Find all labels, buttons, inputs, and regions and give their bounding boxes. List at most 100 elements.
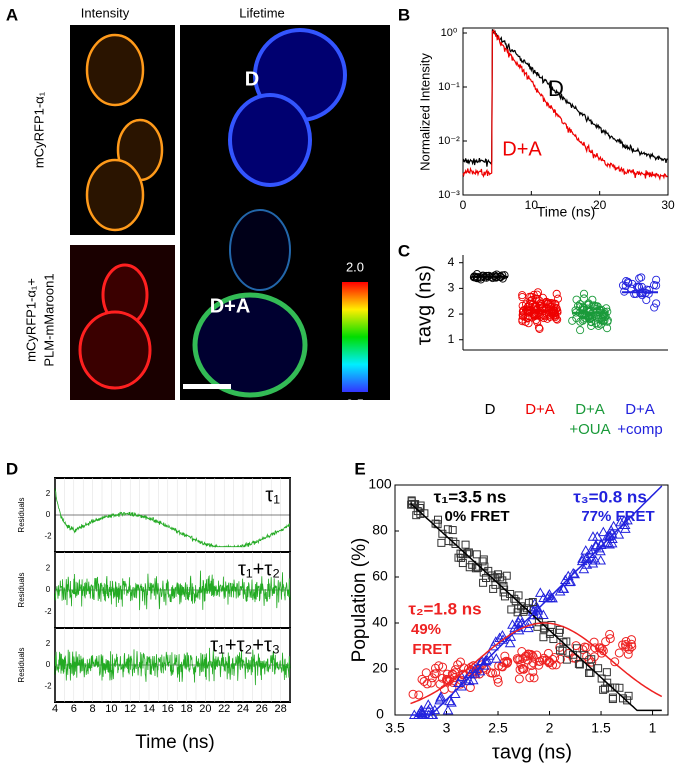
y-tick-label: 0 (46, 660, 51, 669)
category-label: +OUA (569, 421, 610, 438)
x-tick-label: 0 (460, 198, 467, 212)
category-label: D+A (525, 401, 555, 418)
point (416, 501, 425, 510)
point (593, 302, 602, 311)
point (598, 526, 609, 537)
y-tick-label: 2 (46, 563, 51, 572)
fit-label: τ₁ (265, 484, 280, 506)
x-tick-label: 12 (124, 703, 136, 715)
point (489, 584, 498, 593)
point (500, 651, 510, 661)
point (562, 655, 571, 664)
point (522, 651, 532, 661)
residual-trace (54, 488, 291, 548)
colorbar (342, 282, 368, 392)
point (416, 509, 425, 518)
point (586, 544, 597, 554)
image-label: D (245, 68, 259, 90)
axis-label: Time (ns) (537, 204, 596, 220)
point (597, 674, 606, 683)
decay-curve (462, 28, 668, 181)
y-tick-label: 0 (46, 510, 51, 519)
point (498, 662, 508, 672)
point (448, 526, 457, 535)
point (513, 616, 524, 627)
point (471, 564, 480, 573)
legend-label: D+A (502, 138, 542, 160)
point (447, 683, 457, 693)
point (417, 674, 427, 684)
axis-label: Normalized Intensity (417, 53, 432, 171)
point (587, 318, 596, 327)
y-tick-label: 0 (46, 585, 51, 594)
point (518, 653, 528, 663)
point (615, 516, 626, 527)
point (438, 529, 447, 538)
point (423, 704, 434, 715)
point (608, 695, 617, 704)
point (414, 690, 424, 700)
point (546, 299, 555, 308)
y-tick-label: 10⁰ (441, 27, 458, 39)
point (453, 677, 464, 688)
point (416, 704, 427, 715)
point (538, 592, 550, 602)
point (443, 525, 452, 534)
x-tick-label: 20 (199, 703, 211, 715)
point (603, 678, 612, 687)
plot-frame (462, 27, 669, 196)
point (434, 661, 444, 671)
point (575, 660, 584, 669)
point (474, 665, 486, 676)
point (513, 655, 523, 665)
colorbar-label: 3.5 (346, 396, 364, 411)
cell (229, 209, 291, 291)
point (576, 326, 585, 335)
point (523, 308, 532, 317)
point (527, 650, 537, 660)
point (504, 637, 516, 648)
point (474, 669, 484, 679)
point (515, 665, 525, 675)
point (503, 657, 513, 667)
x-tick-label: 2.5 (488, 720, 508, 736)
point (604, 538, 615, 549)
point (652, 275, 661, 284)
point (623, 277, 633, 286)
plot-frame (394, 484, 669, 716)
x-tick-label: 10 (525, 198, 539, 212)
point (574, 659, 583, 668)
point (500, 592, 509, 601)
point (528, 667, 538, 677)
point (465, 563, 474, 572)
category-label: +comp (617, 421, 662, 438)
point (554, 585, 566, 596)
image-label: D+A (210, 295, 251, 317)
point (605, 629, 615, 639)
point (606, 537, 618, 548)
point (605, 634, 615, 644)
point (590, 643, 600, 653)
point (506, 589, 515, 598)
point (419, 676, 429, 686)
point (517, 647, 527, 657)
point (628, 279, 637, 288)
point (578, 645, 588, 655)
point (615, 683, 624, 692)
panel-label: B (398, 5, 410, 24)
scale-bar (183, 384, 231, 389)
axis-label: Residuals (17, 647, 26, 682)
point (523, 314, 532, 323)
point (430, 663, 440, 673)
y-tick-label: -2 (44, 681, 52, 690)
x-tick-label: 14 (143, 703, 155, 715)
point (610, 657, 620, 667)
fit-label: τ₁+τ₂ (238, 558, 280, 580)
point (461, 540, 470, 549)
residual-trace (54, 570, 291, 611)
point (533, 288, 543, 297)
point (514, 604, 523, 613)
y-tick-label: 2 (46, 639, 51, 648)
y-tick-label: 4 (448, 255, 455, 269)
